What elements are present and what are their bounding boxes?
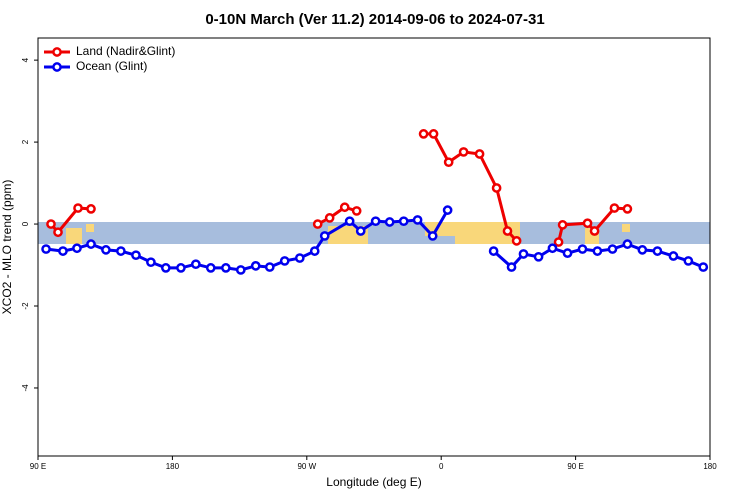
y-tick-label: 2: [21, 139, 30, 144]
point: [58, 246, 68, 256]
point: [309, 246, 320, 256]
y-tick-label: -4: [21, 384, 30, 392]
point: [384, 217, 395, 227]
point: [398, 216, 409, 227]
plot-layer: 90 E 180 90 W 0 90 E 180 -4 -2 0 2 4 Land (Nadir&Gl…: [21, 44, 717, 471]
point: [190, 259, 201, 270]
point: [562, 248, 573, 258]
x-tick-label: 180: [703, 462, 717, 471]
point: [553, 237, 564, 247]
point: [683, 256, 694, 266]
y-tick-label: 0: [21, 221, 30, 226]
point: [370, 216, 381, 227]
point: [312, 219, 323, 229]
point: [458, 147, 469, 157]
point: [72, 243, 82, 254]
point: [443, 157, 454, 168]
point: [339, 202, 350, 213]
point: [351, 206, 362, 216]
point: [73, 203, 83, 213]
point: [294, 253, 305, 263]
x-axis-label: Longitude (deg E): [326, 475, 421, 489]
point: [557, 220, 568, 230]
point: [324, 213, 335, 223]
legend-marker: [52, 62, 62, 72]
point: [474, 149, 485, 159]
point: [264, 262, 275, 272]
point: [86, 204, 96, 214]
point: [589, 226, 600, 236]
point: [698, 262, 709, 272]
point: [131, 250, 141, 261]
x-tick-label: 180: [166, 462, 180, 471]
y-axis-label: XCO2 - MLO trend (ppm): [0, 180, 14, 315]
x-tick-label: 90 E: [30, 462, 46, 471]
point: [101, 245, 111, 255]
point: [116, 246, 126, 256]
point: [428, 129, 439, 139]
point: [427, 231, 438, 241]
point: [668, 251, 679, 261]
ocean-band: [38, 222, 710, 244]
point: [577, 244, 588, 254]
point: [547, 243, 558, 254]
point: [86, 239, 96, 249]
point: [607, 244, 618, 254]
x-tick-label: 0: [439, 462, 444, 471]
point: [582, 218, 593, 229]
point: [412, 215, 423, 225]
y-tick-label: 4: [21, 57, 30, 62]
point: [176, 263, 186, 273]
point: [622, 204, 633, 214]
y-tick-label: -2: [21, 302, 30, 310]
legend-label: Ocean (Glint): [76, 59, 147, 73]
land-patch: [455, 222, 520, 244]
point: [442, 205, 453, 215]
point: [488, 246, 499, 256]
point: [533, 251, 544, 262]
point: [622, 239, 633, 249]
point: [506, 262, 517, 272]
point: [637, 245, 648, 255]
point: [279, 256, 290, 266]
land-patch: [622, 224, 630, 232]
land-patch: [66, 228, 82, 244]
legend-marker: [52, 47, 62, 57]
point: [491, 183, 502, 193]
plot-frame: [37, 37, 711, 457]
point: [235, 265, 246, 275]
point: [53, 227, 63, 238]
legend-label: Land (Nadir&Glint): [76, 44, 175, 58]
chart-title: 0-10N March (Ver 11.2) 2014-09-06 to 202…: [205, 11, 544, 28]
x-tick-label: 90 E: [567, 462, 583, 471]
point: [592, 246, 603, 256]
point: [41, 244, 51, 254]
point: [160, 263, 171, 273]
point: [511, 236, 522, 246]
point: [418, 129, 429, 139]
point: [319, 231, 330, 241]
point: [652, 246, 663, 256]
land-patch: [86, 224, 94, 232]
point: [46, 219, 56, 229]
point: [205, 263, 216, 273]
point: [355, 226, 366, 236]
point: [221, 263, 231, 273]
point: [518, 249, 529, 259]
series-line: [49, 132, 628, 243]
point: [344, 216, 355, 227]
point: [250, 261, 261, 271]
point: [502, 226, 513, 236]
point: [609, 203, 620, 213]
x-tick-label: 90 W: [297, 462, 316, 471]
point: [146, 257, 156, 268]
